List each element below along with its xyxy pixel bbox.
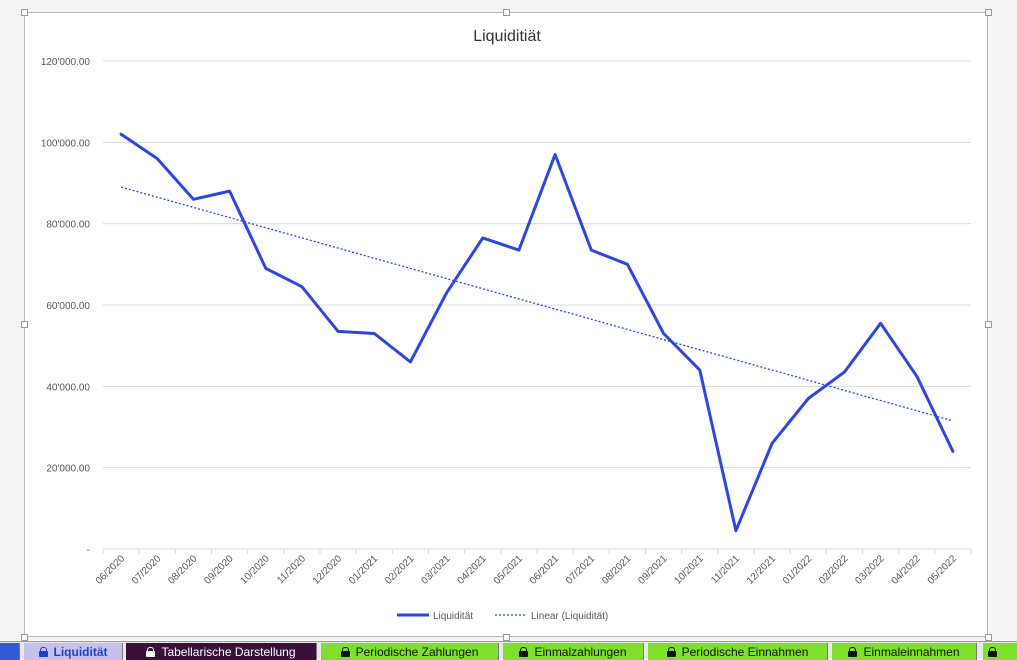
y-tick-label: 40'000.00: [46, 382, 90, 393]
sheet-tab-0[interactable]: [0, 643, 20, 660]
y-tick-label: 120'000.00: [41, 57, 91, 68]
tab-label: Tabellarische Darstellung: [161, 644, 296, 659]
x-tick-label: 03/2022: [853, 553, 887, 587]
x-tick-label: 01/2022: [781, 553, 815, 587]
tab-label: Einmaleinnahmen: [863, 644, 960, 659]
chart-title: Liquiditiät: [473, 28, 541, 45]
sheet-tab-periodische-zahlungen[interactable]: Periodische Zahlungen: [321, 643, 499, 660]
sheet-tab-einmaleinnahmen[interactable]: Einmaleinnahmen: [832, 643, 977, 660]
tab-label: Einmalzahlungen: [534, 644, 627, 659]
trendline: [120, 186, 954, 422]
legend-label-liquiditaet: Liquidität: [433, 611, 473, 622]
x-tick-label: 02/2021: [383, 553, 417, 587]
x-tick-label: 05/2021: [492, 553, 526, 587]
x-tick-label: 02/2022: [817, 553, 851, 587]
x-tick-label: 08/2021: [600, 553, 634, 587]
x-tick-label: 09/2021: [636, 553, 670, 587]
y-tick-label: -: [87, 545, 90, 556]
x-tick-label: 12/2021: [745, 553, 779, 587]
x-tick-label: 10/2020: [239, 553, 273, 587]
x-tick-label: 08/2020: [166, 553, 200, 587]
y-tick-label: 100'000.00: [41, 138, 91, 149]
tab-label: Periodische Zahlungen: [355, 644, 479, 659]
resize-handle-bottom-right[interactable]: [985, 634, 992, 641]
x-tick-label: 05/2022: [926, 553, 960, 587]
line-chart: Liquiditiät - 20'000.00 40'000.00 60'000.00…: [41, 28, 972, 622]
resize-handle-bottom[interactable]: [503, 634, 510, 641]
sheet-tab-tabellarische-darstellung[interactable]: Tabellarische Darstellung: [126, 643, 317, 660]
chart-area[interactable]: Liquiditiät - 20'000.00 40'000.00 60'000.00…: [21, 9, 992, 641]
x-tick-label: 04/2021: [456, 553, 490, 587]
x-tick-label: 07/2020: [130, 553, 164, 587]
lock-icon: [340, 647, 350, 657]
y-tick-label: 80'000.00: [46, 220, 90, 231]
lock-icon: [988, 647, 997, 657]
resize-handle-right[interactable]: [985, 321, 992, 328]
series-line: [119, 132, 955, 533]
sheet-tab-periodische-einnahmen[interactable]: Periodische Einnahmen: [648, 643, 828, 660]
lock-icon: [666, 647, 676, 657]
y-tick-label: 60'000.00: [46, 301, 90, 312]
resize-handle-top[interactable]: [503, 9, 510, 16]
sheet-tab-7[interactable]: [983, 643, 1017, 660]
x-tick-label: 12/2020: [311, 553, 345, 587]
x-tick-label: 04/2022: [890, 553, 924, 587]
x-tick-label: 03/2021: [419, 553, 453, 587]
resize-handle-top-left[interactable]: [21, 9, 28, 16]
tab-label: Liquidität: [53, 644, 108, 659]
resize-handle-top-right[interactable]: [985, 9, 992, 16]
x-tick-label: 06/2021: [528, 553, 562, 587]
sheet-tab-liquiditaet[interactable]: Liquidität: [24, 643, 123, 660]
lock-icon: [848, 647, 858, 657]
lock-icon: [146, 647, 156, 657]
legend-label-trend: Linear (Liquidität): [531, 611, 608, 622]
lock-icon: [38, 647, 48, 657]
tab-label: Periodische Einnahmen: [681, 644, 809, 659]
x-tick-label: 11/2021: [709, 553, 742, 586]
x-tick-label: 11/2020: [275, 553, 308, 586]
lock-icon: [519, 647, 529, 657]
x-tick-label: 01/2021: [347, 553, 381, 587]
x-tick-label: 10/2021: [673, 553, 707, 587]
resize-handle-bottom-left[interactable]: [21, 634, 28, 641]
x-tick-label: 06/2020: [94, 553, 128, 587]
resize-handle-left[interactable]: [21, 321, 28, 328]
sheet-tab-bar: Liquidität Tabellarische Darstellung Per…: [0, 641, 1017, 660]
x-tick-label: 07/2021: [564, 553, 598, 587]
y-tick-label: 20'000.00: [46, 464, 90, 475]
x-tick-label: 09/2020: [202, 553, 236, 587]
sheet-tab-einmalzahlungen[interactable]: Einmalzahlungen: [503, 643, 644, 660]
